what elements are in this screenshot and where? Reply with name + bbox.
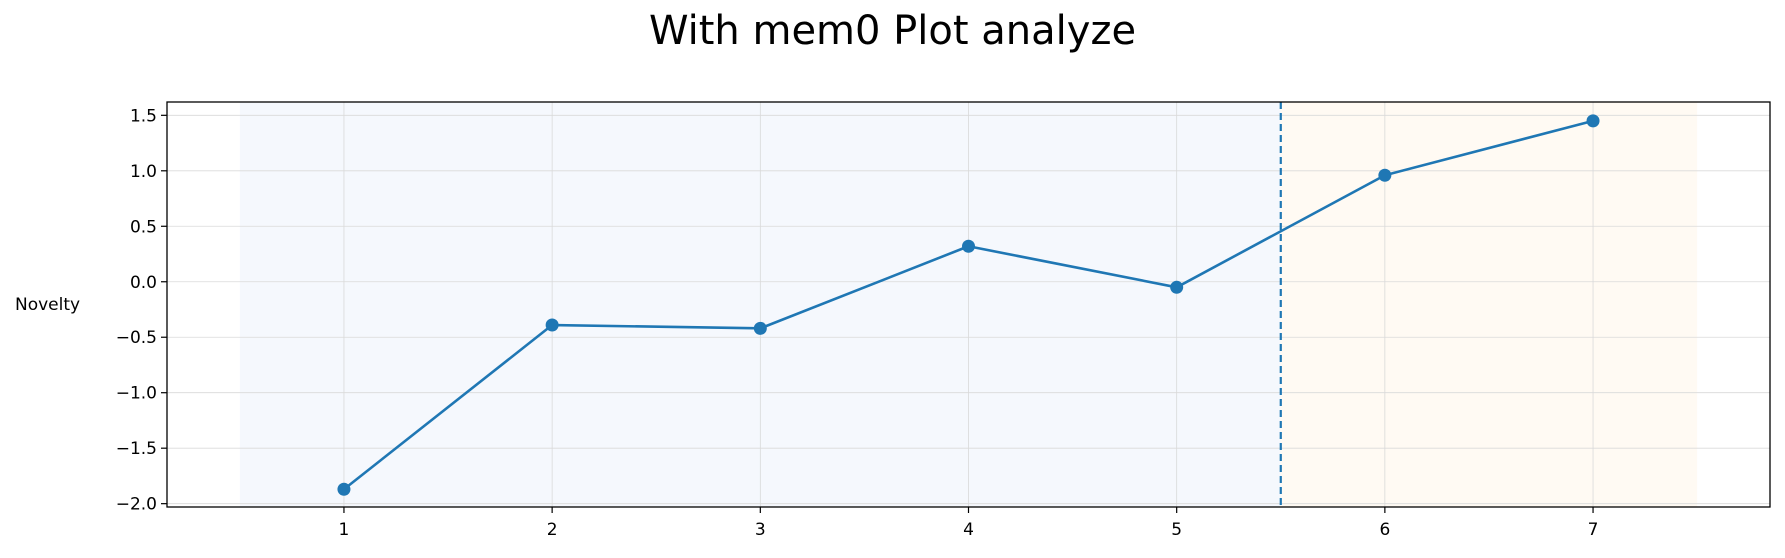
y-axis-ticks: 1.5 1.0 0.5 0.0 −0.5 −1.0 −1.5 −2.0 — [116, 106, 167, 515]
y-tick-label: −1.0 — [116, 384, 157, 404]
y-tick-label: −0.5 — [116, 328, 157, 348]
data-point-3 — [753, 321, 767, 335]
data-point-5 — [1170, 280, 1184, 294]
x-tick-label: 6 — [1379, 520, 1390, 540]
x-axis-ticks: 1 2 3 4 5 6 7 — [339, 507, 1599, 540]
y-axis-label: Novelty — [15, 295, 80, 315]
x-tick-label: 7 — [1588, 520, 1599, 540]
data-point-6 — [1378, 168, 1392, 182]
x-tick-label: 1 — [339, 520, 350, 540]
x-tick-label: 4 — [963, 520, 974, 540]
data-point-1 — [337, 482, 351, 496]
grid-lines — [167, 102, 1770, 507]
y-tick-label: −1.5 — [116, 439, 157, 459]
series-group — [337, 114, 1600, 496]
x-tick-label: 2 — [547, 520, 558, 540]
x-tick-label: 3 — [755, 520, 766, 540]
y-tick-label: −2.0 — [116, 495, 157, 515]
data-point-4 — [962, 239, 975, 253]
y-tick-label: 0.0 — [130, 273, 157, 293]
y-tick-label: 1.5 — [130, 106, 157, 126]
chart-title: With mem0 Plot analyze — [648, 8, 1137, 54]
y-tick-label: 1.0 — [130, 162, 157, 182]
y-tick-label: 0.5 — [130, 217, 157, 237]
data-point-7 — [1586, 114, 1600, 128]
x-tick-label: 5 — [1171, 520, 1182, 540]
data-point-2 — [545, 318, 559, 332]
shaded-region-2 — [1280, 102, 1698, 507]
